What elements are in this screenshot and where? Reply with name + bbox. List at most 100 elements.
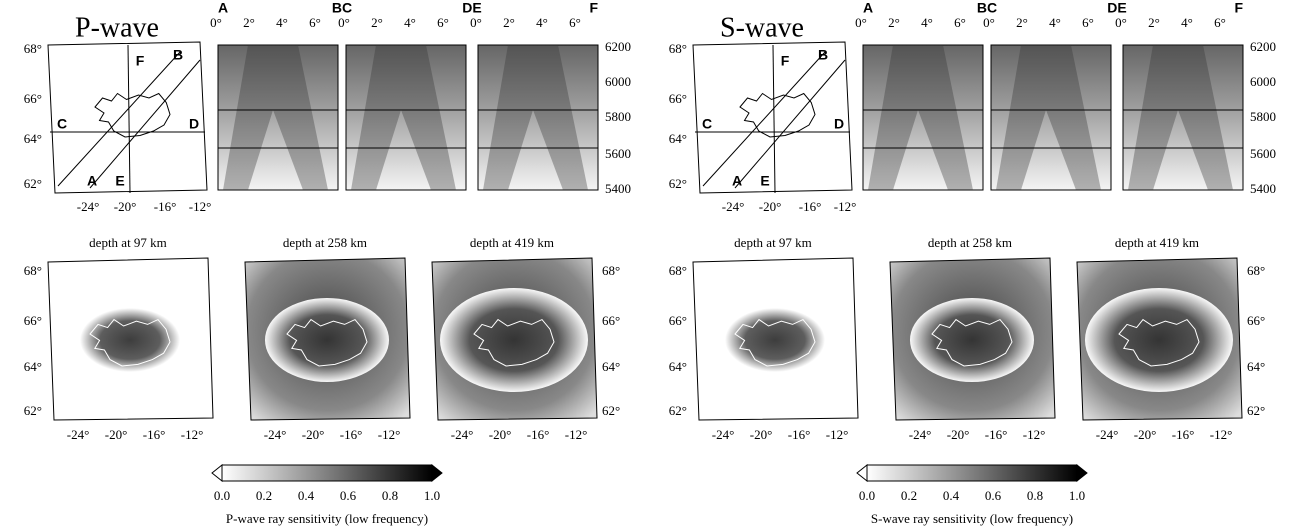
colorbar xyxy=(221,464,433,482)
colorbar-high-end xyxy=(1076,463,1088,483)
profile-letter: C xyxy=(702,116,712,132)
iceland-outline xyxy=(89,318,171,367)
lon-tick-label: -20° xyxy=(302,427,325,442)
lon-tick-label: -16° xyxy=(143,427,166,442)
radius-tick-label: 5600 xyxy=(605,146,631,161)
cross-section-shade xyxy=(1128,45,1233,190)
section-x-tick-label: 2° xyxy=(243,15,255,30)
lon-tick-label: -20° xyxy=(489,427,512,442)
lat-tick-label: 66° xyxy=(24,313,42,328)
lon-tick-label: -12° xyxy=(378,427,401,442)
lat-tick-label: 66° xyxy=(669,313,687,328)
section-label: DE xyxy=(462,0,481,16)
sensitivity-blob xyxy=(265,298,389,382)
cross-section-shade xyxy=(351,45,456,190)
cross-section xyxy=(1122,44,1244,191)
lat-tick-label: 68° xyxy=(24,41,42,56)
lon-tick-label: -12° xyxy=(1210,427,1233,442)
lon-tick-label: -20° xyxy=(114,199,137,214)
colorbar-tick-label: 1.0 xyxy=(1069,488,1085,503)
depth-title: depth at 258 km xyxy=(928,235,1012,250)
section-x-tick-label: 2° xyxy=(371,15,383,30)
panel-title: S-wave xyxy=(720,12,804,43)
colorbar-low-end xyxy=(856,463,868,483)
profile-letter: D xyxy=(189,116,199,132)
lon-tick-label: -24° xyxy=(67,427,90,442)
profile-line xyxy=(89,59,201,189)
radius-tick-label: 6000 xyxy=(1250,74,1276,89)
lon-tick-label: -24° xyxy=(909,427,932,442)
colorbar-label: P-wave ray sensitivity (low frequency) xyxy=(226,511,428,526)
lon-tick-label: -24° xyxy=(1096,427,1119,442)
colorbar-tick-label: 0.4 xyxy=(943,488,960,503)
profile-line xyxy=(57,51,181,187)
sensitivity-blob xyxy=(1085,288,1233,392)
lat-tick-label: 62° xyxy=(1247,403,1265,418)
section-x-tick-label: 6° xyxy=(1082,15,1094,30)
radius-tick-label: 5600 xyxy=(1250,146,1276,161)
colorbar xyxy=(866,464,1078,482)
depth-title: depth at 97 km xyxy=(89,235,167,250)
lon-tick-label: -12° xyxy=(826,427,849,442)
lat-tick-label: 64° xyxy=(24,131,42,146)
cross-section-shade xyxy=(223,45,328,190)
lat-tick-label: 68° xyxy=(24,263,42,278)
profile-letter: E xyxy=(760,173,769,189)
colorbar-tick-label: 0.8 xyxy=(1027,488,1043,503)
section-x-tick-label: 4° xyxy=(276,15,288,30)
depth-title: depth at 97 km xyxy=(734,235,812,250)
lat-tick-label: 64° xyxy=(1247,359,1265,374)
lon-tick-label: -20° xyxy=(759,199,782,214)
depth-title: depth at 258 km xyxy=(283,235,367,250)
lat-tick-label: 62° xyxy=(24,176,42,191)
lon-tick-label: -20° xyxy=(1134,427,1157,442)
section-x-tick-label: 6° xyxy=(954,15,966,30)
lon-tick-label: -16° xyxy=(985,427,1008,442)
profile-line xyxy=(734,59,846,189)
radius-tick-label: 5400 xyxy=(1250,181,1276,196)
profile-line xyxy=(702,51,826,187)
section-x-tick-label: 4° xyxy=(921,15,933,30)
section-label: A xyxy=(863,0,873,16)
lat-tick-label: 62° xyxy=(669,176,687,191)
section-label: BC xyxy=(332,0,352,16)
lat-tick-label: 62° xyxy=(669,403,687,418)
lon-tick-label: -24° xyxy=(712,427,735,442)
radius-tick-label: 5400 xyxy=(605,181,631,196)
depth-title: depth at 419 km xyxy=(470,235,554,250)
section-x-tick-label: 2° xyxy=(1016,15,1028,30)
cross-section-shade xyxy=(868,45,973,190)
section-x-tick-label: 2° xyxy=(1148,15,1160,30)
profile-line xyxy=(127,44,131,194)
lon-tick-label: -12° xyxy=(1023,427,1046,442)
lon-tick-label: -16° xyxy=(788,427,811,442)
section-label: F xyxy=(1234,0,1243,16)
lat-tick-label: 64° xyxy=(669,131,687,146)
sensitivity-blob xyxy=(440,288,588,392)
profile-letter: C xyxy=(57,116,67,132)
depth-title: depth at 419 km xyxy=(1115,235,1199,250)
lat-tick-label: 66° xyxy=(1247,313,1265,328)
profile-letter: A xyxy=(732,173,742,189)
section-x-tick-label: 6° xyxy=(309,15,321,30)
iceland-outline xyxy=(94,92,171,138)
cross-section xyxy=(217,44,339,191)
section-x-tick-label: 4° xyxy=(1049,15,1061,30)
radius-tick-label: 5800 xyxy=(1250,109,1276,124)
section-x-tick-label: 2° xyxy=(503,15,515,30)
section-x-tick-label: 2° xyxy=(888,15,900,30)
lon-tick-label: -16° xyxy=(340,427,363,442)
section-x-tick-label: 6° xyxy=(569,15,581,30)
lon-tick-label: -20° xyxy=(750,427,773,442)
colorbar-tick-label: 0.8 xyxy=(382,488,398,503)
cross-section xyxy=(477,44,599,191)
section-x-tick-label: 6° xyxy=(437,15,449,30)
iceland-outline xyxy=(931,318,1013,367)
colorbar-tick-label: 0.0 xyxy=(859,488,875,503)
radius-tick-label: 6200 xyxy=(605,39,631,54)
colorbar-tick-label: 0.2 xyxy=(256,488,272,503)
section-x-tick-label: 0° xyxy=(470,15,482,30)
lon-tick-label: -16° xyxy=(527,427,550,442)
section-x-tick-label: 0° xyxy=(1115,15,1127,30)
profile-letter: A xyxy=(87,173,97,189)
